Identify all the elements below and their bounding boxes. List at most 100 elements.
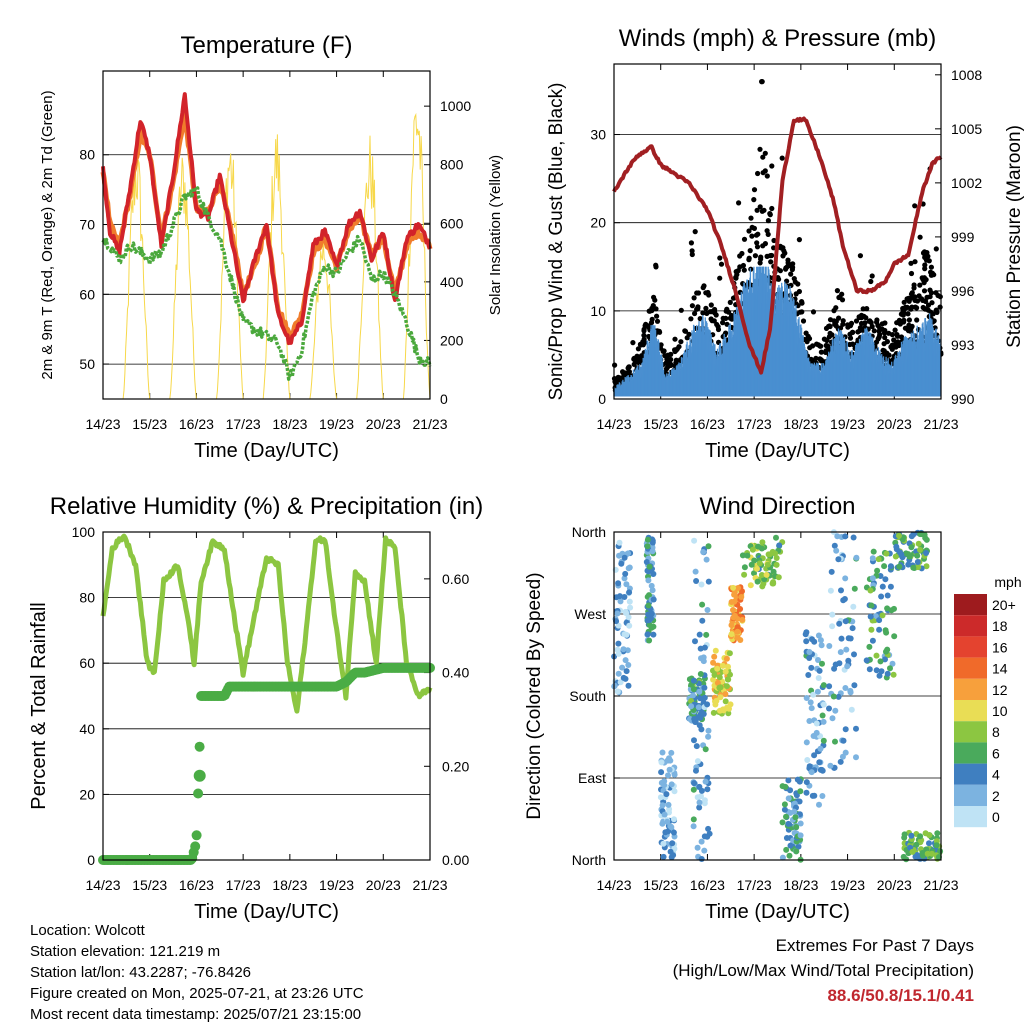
y-tick-label: 100 <box>72 524 96 540</box>
direction-point <box>842 533 849 540</box>
gust-point <box>857 327 863 334</box>
gust-point <box>757 146 763 152</box>
gust-point <box>653 264 659 270</box>
direction-point <box>890 671 897 678</box>
direction-point <box>726 650 733 657</box>
direction-point <box>704 786 711 793</box>
direction-point <box>725 676 732 683</box>
gust-point <box>768 259 774 265</box>
direction-point <box>842 685 849 691</box>
temperature-ylabel: 2m & 9m T (Red, Orange) & 2m Td (Green) <box>39 90 56 379</box>
x-tick-label: 15/23 <box>643 416 678 432</box>
direction-point <box>744 552 751 559</box>
plot-border <box>102 531 431 861</box>
gust-point <box>733 275 739 281</box>
gust-point <box>688 240 695 246</box>
gust-point <box>850 341 856 347</box>
gust-point <box>925 307 931 313</box>
direction-point <box>665 801 672 808</box>
gust-point <box>757 260 763 266</box>
direction-point <box>622 657 629 664</box>
direction-point <box>807 699 814 706</box>
gust-point <box>789 266 796 273</box>
direction-point <box>710 659 717 666</box>
gust-point <box>928 264 935 270</box>
direction-point <box>701 694 708 701</box>
gust-point <box>867 318 873 324</box>
gust-point <box>831 308 837 314</box>
direction-point <box>657 794 664 801</box>
precip-point <box>193 788 204 799</box>
gust-point <box>935 292 941 299</box>
direction-point <box>727 671 733 678</box>
direction-point <box>806 718 813 724</box>
direction-point <box>920 852 926 859</box>
direction-point <box>908 544 915 551</box>
gust-point <box>912 259 918 265</box>
direction-point <box>687 716 693 722</box>
gust-point <box>717 275 723 281</box>
direction-point <box>803 779 810 786</box>
y2-tick-label: 990 <box>951 391 975 407</box>
direction-point <box>923 536 930 543</box>
direction-point <box>826 705 832 712</box>
y-tick-label: 40 <box>79 721 95 737</box>
gust-point <box>905 311 911 317</box>
direction-point <box>617 598 624 605</box>
gust-point <box>741 236 748 242</box>
direction-point <box>908 832 915 839</box>
direction-point <box>829 623 836 630</box>
colorbar-swatch <box>954 594 987 616</box>
gust-point <box>920 304 926 311</box>
direction-point <box>813 729 820 736</box>
gust-point <box>818 357 824 363</box>
gust-point <box>727 299 733 305</box>
gust-point <box>641 326 647 332</box>
x-tick-label: 16/23 <box>179 877 214 893</box>
direction-point <box>646 637 653 644</box>
humidity-ylabel: Percent & Total Rainfall <box>28 602 50 810</box>
gust-point <box>654 318 661 324</box>
direction-point <box>889 660 896 667</box>
direction-point <box>810 691 817 698</box>
direction-point <box>627 604 634 611</box>
station-info: Location: Wolcott Station elevation: 121… <box>30 920 364 1025</box>
gust-point <box>692 310 698 317</box>
direction-point <box>882 627 889 634</box>
x-tick-label: 14/23 <box>85 877 120 893</box>
direction-point <box>698 787 705 794</box>
gust-point <box>752 253 759 259</box>
series-line-2m-t <box>101 92 432 346</box>
direction-point <box>622 608 629 615</box>
y2-tick-label: 400 <box>440 274 464 290</box>
direction-point <box>853 554 860 561</box>
direction-xlabel: Time (Day/UTC) <box>705 901 850 923</box>
direction-point <box>701 833 708 840</box>
direction-point <box>697 714 704 721</box>
direction-point <box>893 543 900 550</box>
gust-point <box>871 328 877 334</box>
direction-point <box>792 814 799 821</box>
direction-point <box>795 843 802 850</box>
y-tick-label: 10 <box>590 303 606 319</box>
direction-point <box>615 650 622 657</box>
direction-point <box>842 726 849 733</box>
direction-point <box>917 546 923 553</box>
direction-point <box>803 789 810 796</box>
gust-point <box>626 364 632 370</box>
gust-point <box>814 341 820 347</box>
direction-point <box>876 626 883 633</box>
direction-point <box>618 560 625 567</box>
direction-point <box>853 754 859 761</box>
direction-point <box>896 532 902 539</box>
direction-point <box>730 614 737 621</box>
direction-point <box>806 763 813 770</box>
direction-point <box>779 854 786 861</box>
direction-point <box>781 801 788 808</box>
direction-point <box>781 806 788 813</box>
direction-point <box>844 663 851 670</box>
direction-point <box>835 556 842 563</box>
gust-point <box>740 262 747 269</box>
direction-point <box>808 769 815 776</box>
